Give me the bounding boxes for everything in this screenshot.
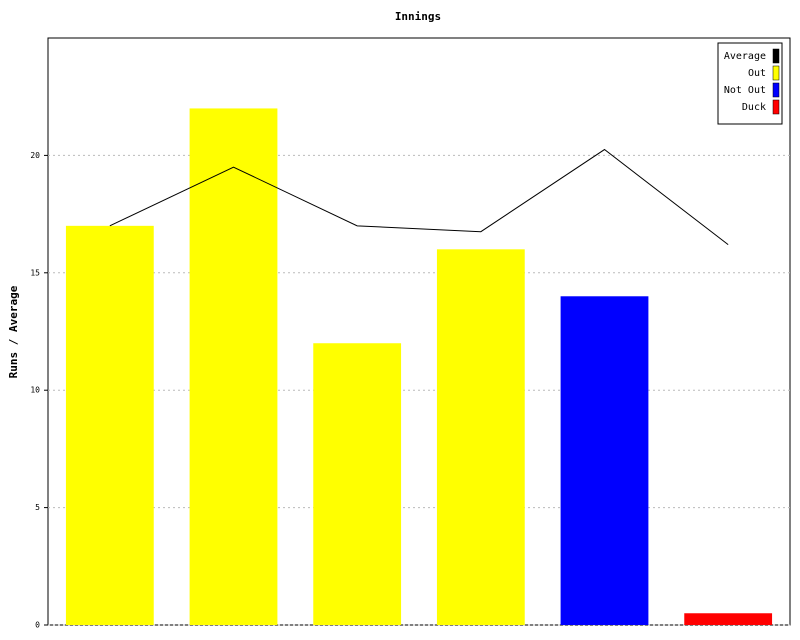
- bar: [560, 296, 649, 625]
- chart-title: Innings: [395, 10, 441, 23]
- y-tick-label: 20: [30, 151, 40, 160]
- legend-label: Average: [724, 51, 766, 62]
- y-tick-label: 5: [35, 503, 40, 512]
- legend-swatch: [772, 82, 780, 98]
- y-tick-label: 10: [30, 386, 40, 395]
- bar: [313, 343, 402, 625]
- bar: [189, 108, 278, 625]
- y-axis-label: Runs / Average: [7, 285, 20, 378]
- bar: [65, 225, 154, 625]
- y-tick-label: 0: [35, 621, 40, 630]
- plot-area: [47, 37, 791, 626]
- legend-box: [717, 42, 783, 125]
- y-tick-label: 15: [30, 268, 40, 277]
- bar: [684, 613, 773, 625]
- legend-swatch: [772, 65, 780, 81]
- legend-label: Out: [748, 68, 766, 79]
- legend-label: Not Out: [724, 85, 766, 96]
- legend-swatch: [772, 99, 780, 115]
- bar: [436, 249, 525, 625]
- legend-swatch: [772, 48, 780, 64]
- legend-label: Duck: [742, 102, 766, 113]
- average-line: [109, 148, 729, 246]
